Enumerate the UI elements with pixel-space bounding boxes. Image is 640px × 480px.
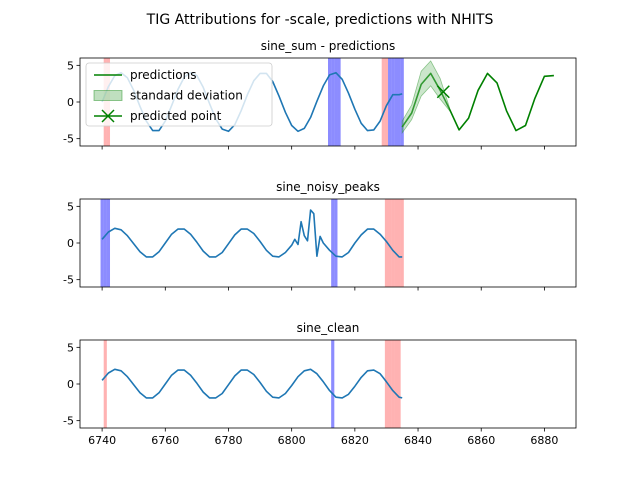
attribution-positive-band <box>400 199 404 287</box>
attribution-negative-band <box>394 58 398 146</box>
x-tick-label: 6740 <box>88 434 116 447</box>
y-tick-label: -5 <box>63 415 74 428</box>
legend-entry-label: predicted point <box>130 109 222 123</box>
subplot-2: sine_noisy_peaks -5 0 5 <box>63 180 577 291</box>
x-tick-label: 6880 <box>530 434 558 447</box>
attribution-negative-band <box>334 199 338 287</box>
subplot-title: sine_sum - predictions <box>261 39 396 53</box>
subplot-title: sine_noisy_peaks <box>276 180 380 194</box>
x-tick-label: 6800 <box>278 434 306 447</box>
legend-entry-label: predictions <box>130 68 196 82</box>
attribution-positive-band <box>381 58 385 146</box>
attribution-positive-band <box>388 340 392 428</box>
predictions-line <box>401 72 554 132</box>
attribution-positive-band <box>394 199 398 287</box>
attribution-positive-band <box>103 340 107 428</box>
attribution-negative-band <box>400 58 404 146</box>
subplot-1: sine_sum - predictions -5 0 5 predictions sta… <box>63 39 577 150</box>
axes-frame <box>79 339 577 429</box>
attribution-negative-band <box>328 58 332 146</box>
attribution-negative-band <box>331 58 335 146</box>
std-deviation-band <box>401 60 450 135</box>
attribution-positive-band <box>397 340 401 428</box>
attribution-positive-band <box>394 340 398 428</box>
attribution-positive-band <box>391 340 395 428</box>
attribution-positive-band <box>388 199 392 287</box>
x-tick-label: 6820 <box>341 434 369 447</box>
y-tick-label: 0 <box>67 378 74 391</box>
attribution-negative-band <box>397 58 401 146</box>
subplots: sine_sum - predictions -5 0 5 predictions sta… <box>63 39 577 447</box>
attribution-negative-band <box>106 199 111 287</box>
plot-area <box>101 58 554 146</box>
attribution-negative-band <box>388 58 392 146</box>
legend: predictions standard deviation predicted p… <box>85 62 273 127</box>
legend-frame <box>85 62 273 127</box>
predicted-point-marker <box>436 85 450 99</box>
y-tick-label: 5 <box>67 200 74 213</box>
x-tick-label: 6780 <box>214 434 242 447</box>
y-tick-label: 5 <box>67 59 74 72</box>
x-tick-label: 6840 <box>404 434 432 447</box>
subplot-title: sine_clean <box>297 321 360 335</box>
plot-area <box>100 199 404 287</box>
actual-line <box>101 368 403 399</box>
x-tick-label: 6860 <box>467 434 495 447</box>
attribution-negative-band <box>331 340 335 428</box>
attribution-positive-band <box>384 58 389 146</box>
y-tick-label: 5 <box>67 341 74 354</box>
x-tick-label: 6760 <box>151 434 179 447</box>
attribution-negative-band <box>337 58 341 146</box>
subplot-3: sine_clean -5 0 5 6740 6760 6780 6800 6820 6840 68… <box>63 321 577 447</box>
actual-line <box>101 209 403 258</box>
y-tick-label: -5 <box>63 274 74 287</box>
figure-suptitle: TIG Attributions for -scale, predictions… <box>146 12 494 28</box>
attribution-negative-band <box>103 199 107 287</box>
attribution-negative-band <box>334 58 338 146</box>
legend-point-marker-handle <box>101 109 115 123</box>
attribution-positive-band <box>397 199 401 287</box>
attribution-negative-band <box>391 58 395 146</box>
axes-frame <box>79 198 577 288</box>
attribution-negative-band <box>100 199 104 287</box>
attribution-negative-band <box>331 199 335 287</box>
attribution-positive-band <box>384 340 389 428</box>
legend-std-handle <box>93 90 123 101</box>
y-tick-label: -5 <box>63 133 74 146</box>
plot-area <box>101 340 403 428</box>
legend-entry-label: standard deviation <box>130 89 243 103</box>
attribution-positive-band <box>384 199 389 287</box>
y-tick-label: 0 <box>67 96 74 109</box>
attribution-positive-band <box>391 199 395 287</box>
y-tick-label: 0 <box>67 237 74 250</box>
